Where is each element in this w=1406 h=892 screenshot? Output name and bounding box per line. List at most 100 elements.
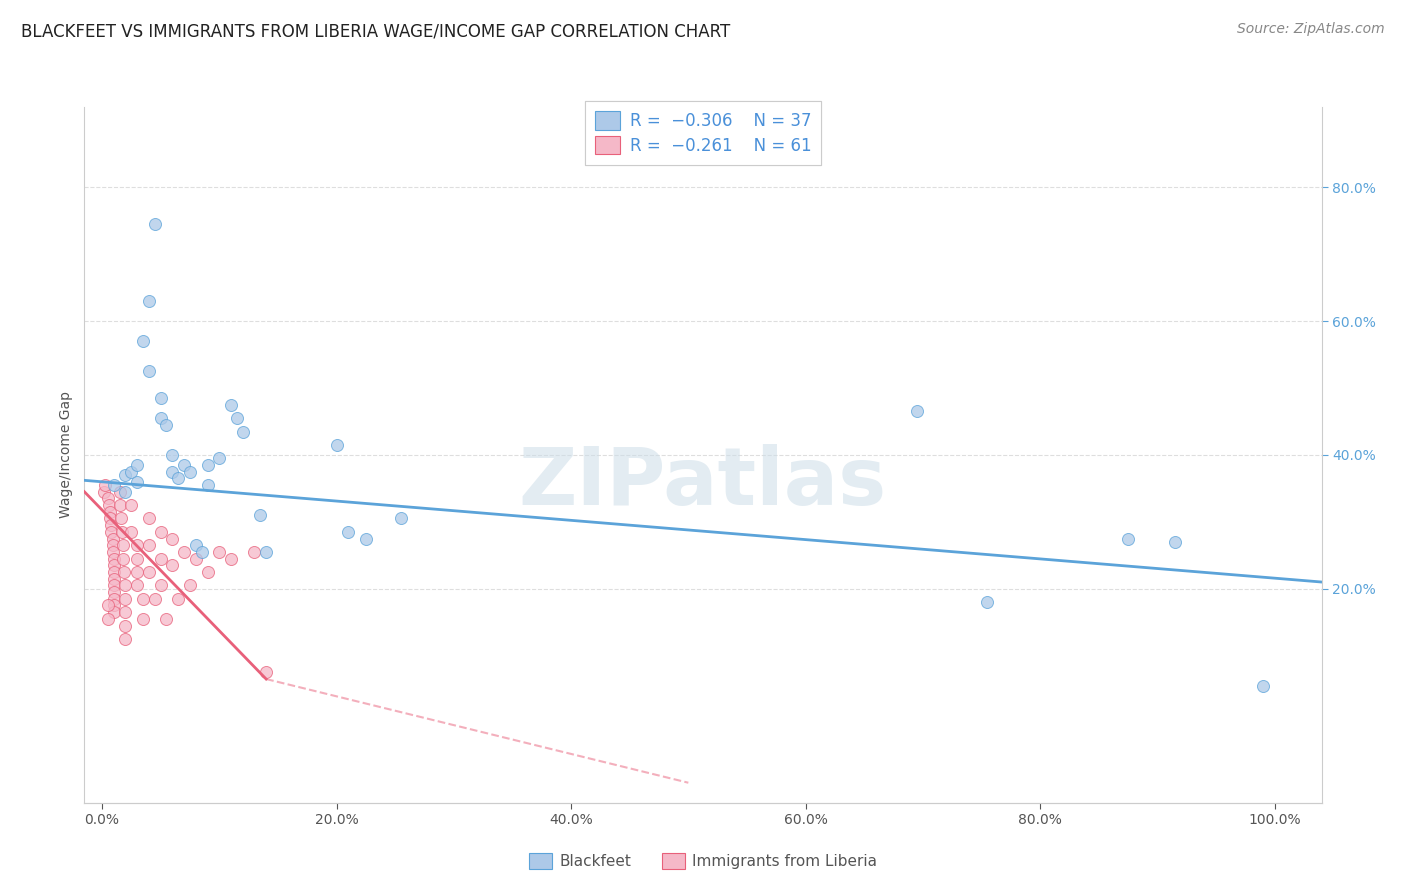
- Point: [127, 538, 149, 552]
- Point: [110, 511, 132, 525]
- Point: [173, 545, 195, 559]
- Point: [179, 465, 201, 479]
- Point: [138, 364, 160, 378]
- Point: [143, 591, 166, 606]
- Point: [905, 404, 928, 418]
- Point: [149, 524, 172, 539]
- Point: [108, 498, 131, 512]
- Point: [138, 294, 160, 309]
- Point: [94, 478, 117, 492]
- Point: [114, 618, 136, 632]
- Point: [103, 591, 125, 606]
- Point: [101, 538, 124, 552]
- Y-axis label: Wage/Income Gap: Wage/Income Gap: [59, 392, 73, 518]
- Point: [114, 484, 136, 499]
- Point: [100, 518, 122, 533]
- Point: [208, 451, 231, 466]
- Point: [184, 551, 207, 566]
- Text: Source: ZipAtlas.com: Source: ZipAtlas.com: [1237, 22, 1385, 37]
- Point: [108, 484, 131, 499]
- Point: [120, 498, 142, 512]
- Point: [179, 578, 201, 592]
- Point: [103, 605, 125, 619]
- Point: [103, 585, 125, 599]
- Point: [149, 411, 172, 425]
- Point: [127, 475, 149, 489]
- Point: [127, 458, 149, 472]
- Point: [103, 599, 125, 613]
- Point: [149, 551, 172, 566]
- Point: [98, 505, 121, 519]
- Point: [138, 511, 160, 525]
- Point: [97, 612, 120, 626]
- Point: [325, 438, 347, 452]
- Point: [101, 532, 124, 546]
- Point: [103, 558, 125, 573]
- Point: [243, 545, 266, 559]
- Point: [127, 551, 149, 566]
- Point: [208, 545, 231, 559]
- Point: [100, 524, 122, 539]
- Point: [190, 545, 212, 559]
- Point: [132, 334, 155, 349]
- Point: [162, 448, 184, 462]
- Point: [167, 591, 190, 606]
- Point: [112, 551, 135, 566]
- Point: [143, 217, 166, 231]
- Point: [138, 565, 160, 579]
- Point: [103, 551, 125, 566]
- Point: [98, 498, 121, 512]
- Point: [101, 545, 124, 559]
- Point: [249, 508, 271, 523]
- Point: [111, 524, 134, 539]
- Point: [219, 551, 242, 566]
- Point: [155, 417, 177, 432]
- Point: [219, 398, 242, 412]
- Point: [162, 558, 184, 573]
- Point: [98, 511, 121, 525]
- Point: [97, 491, 120, 506]
- Point: [184, 538, 207, 552]
- Point: [120, 524, 142, 539]
- Point: [138, 538, 160, 552]
- Legend: Blackfeet, Immigrants from Liberia: Blackfeet, Immigrants from Liberia: [523, 847, 883, 875]
- Point: [162, 465, 184, 479]
- Point: [114, 591, 136, 606]
- Point: [112, 538, 135, 552]
- Point: [103, 572, 125, 586]
- Point: [225, 411, 247, 425]
- Point: [197, 458, 219, 472]
- Point: [114, 578, 136, 592]
- Point: [197, 478, 219, 492]
- Point: [232, 425, 254, 439]
- Point: [120, 465, 142, 479]
- Point: [354, 532, 377, 546]
- Point: [254, 545, 277, 559]
- Point: [173, 458, 195, 472]
- Point: [103, 478, 125, 492]
- Point: [197, 565, 219, 579]
- Point: [114, 468, 136, 483]
- Point: [1164, 535, 1187, 549]
- Point: [114, 632, 136, 646]
- Point: [162, 532, 184, 546]
- Point: [114, 605, 136, 619]
- Legend: R =  −0.306    N = 37, R =  −0.261    N = 61: R = −0.306 N = 37, R = −0.261 N = 61: [585, 102, 821, 165]
- Point: [149, 578, 172, 592]
- Point: [167, 471, 190, 485]
- Point: [97, 599, 120, 613]
- Text: ZIPatlas: ZIPatlas: [519, 443, 887, 522]
- Point: [127, 565, 149, 579]
- Text: BLACKFEET VS IMMIGRANTS FROM LIBERIA WAGE/INCOME GAP CORRELATION CHART: BLACKFEET VS IMMIGRANTS FROM LIBERIA WAG…: [21, 22, 730, 40]
- Point: [132, 591, 155, 606]
- Point: [103, 565, 125, 579]
- Point: [1251, 679, 1274, 693]
- Point: [155, 612, 177, 626]
- Point: [103, 578, 125, 592]
- Point: [149, 391, 172, 405]
- Point: [254, 665, 277, 680]
- Point: [389, 511, 412, 525]
- Point: [93, 484, 115, 499]
- Point: [127, 578, 149, 592]
- Point: [337, 524, 360, 539]
